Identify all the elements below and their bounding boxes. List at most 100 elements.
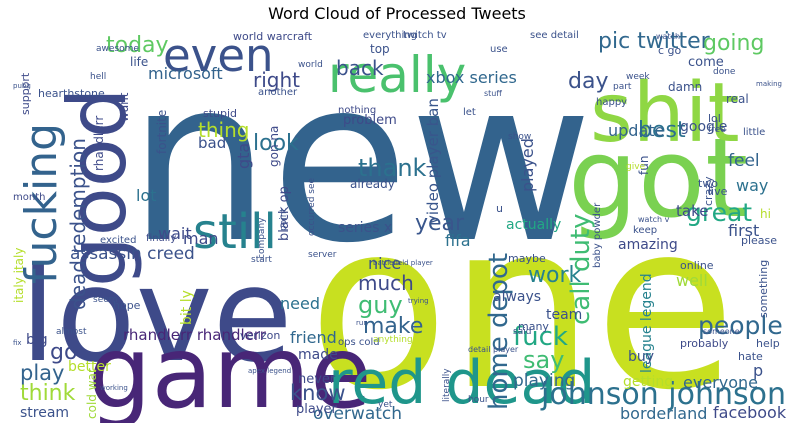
word-amazing: amazing <box>618 237 678 253</box>
word-excited: excited <box>100 235 137 246</box>
word-microsoft: microsoft <box>148 64 223 83</box>
word-u: u <box>496 202 503 215</box>
word-italy-italy: italy italy <box>12 247 26 303</box>
word-today: today <box>106 33 169 58</box>
word-point: point <box>279 208 289 231</box>
word-pic-twitter: pic twitter <box>598 29 710 54</box>
word-free: free <box>708 125 726 135</box>
word-game: game <box>88 314 372 423</box>
word-still: still <box>193 204 277 260</box>
word-hope: hope <box>113 299 141 312</box>
word-let: let <box>463 107 476 118</box>
word-anything: anything <box>373 335 413 345</box>
word-probably: probably <box>680 337 729 350</box>
word-facebook: facebook <box>713 403 786 422</box>
word-say: say <box>523 346 565 374</box>
word-working: working <box>100 384 128 392</box>
word-playing: playing <box>513 371 576 391</box>
word-fuck: fuck <box>513 322 568 352</box>
word-red-dead: red dead <box>328 348 596 418</box>
word-start: start <box>251 255 272 265</box>
word-top: top <box>370 42 390 56</box>
word-fix: fix <box>13 339 22 347</box>
word-cold-war: cold war <box>85 368 99 419</box>
word-little: little <box>743 127 766 138</box>
word-year: year <box>415 211 465 236</box>
word-awesome: awesome <box>96 44 139 54</box>
word-shit: shit <box>590 66 740 161</box>
word-come: come <box>688 55 724 70</box>
word-live: live <box>708 185 728 198</box>
word-going: going <box>703 31 765 56</box>
word-thank: thank <box>358 154 427 182</box>
word-hi: hi <box>760 207 771 221</box>
word-battlefield-player: battlefield player <box>373 259 433 267</box>
word-fucking: fucking <box>16 122 67 284</box>
word-maybe: maybe <box>508 252 546 265</box>
word-gta: gta <box>234 142 253 169</box>
word-rhandlerr-rhandlerr: rhandlerr rhandlerr <box>123 326 266 344</box>
word-new: new <box>128 31 594 293</box>
word-another: another <box>258 87 298 98</box>
word-help: help <box>756 337 780 350</box>
word-baby-powder: baby powder <box>592 202 603 268</box>
word-wait: wait <box>158 224 192 243</box>
word-fifa: fifa <box>445 231 471 250</box>
word-rhandlerr: rhandlerr <box>92 115 106 171</box>
word-hell: hell <box>90 72 107 82</box>
word-big: big <box>26 332 48 348</box>
word-finally: finally <box>146 233 177 244</box>
word-bad: bad <box>198 134 227 152</box>
word-google: google <box>680 119 728 135</box>
word-p: p <box>753 361 764 380</box>
word-nothing: nothing <box>338 105 377 116</box>
chart-title: Word Cloud of Processed Tweets <box>268 4 526 23</box>
word-someone: someone <box>703 327 740 336</box>
word-make: make <box>363 314 424 339</box>
word-world-warcraft: world warcraft <box>233 30 313 43</box>
word-lot: lot <box>136 186 157 205</box>
word-made: made <box>298 347 338 363</box>
word-even: even <box>163 29 274 82</box>
word-fortnite: fortnite <box>155 109 169 154</box>
word-feel: feel <box>728 151 760 171</box>
word-know: know <box>290 381 346 405</box>
word-work: work <box>528 263 582 288</box>
word-actually: actually <box>506 217 562 233</box>
word-part: part <box>613 82 632 92</box>
word-want: want <box>117 92 131 122</box>
word-company: company <box>257 217 267 259</box>
word-something: something <box>757 259 770 318</box>
word-use: use <box>490 44 508 55</box>
word-go: go <box>50 340 78 365</box>
word-server: server <box>308 250 337 260</box>
word-hour: hour <box>468 395 489 405</box>
word-borderland: borderland <box>620 404 708 423</box>
word-apex-legend: apex legend <box>248 367 292 375</box>
word-damn: damn <box>668 80 703 94</box>
word-assassin-creed: assassin creed <box>70 244 195 264</box>
word-well: well <box>676 271 708 290</box>
word-video-player-ban: video player ban <box>424 98 442 224</box>
word-think: think <box>20 381 76 406</box>
word-johnson-johnson: johnson johnson <box>541 377 786 412</box>
word-best: best <box>638 118 686 143</box>
word-thing: thing <box>198 118 250 142</box>
word-month: month <box>13 192 46 203</box>
word-series-x: series x <box>338 220 393 236</box>
word-man: man <box>183 229 219 248</box>
word-please: please <box>741 234 778 247</box>
word-support: support <box>19 72 32 115</box>
word-take: take <box>676 202 709 220</box>
word-see-detail: see detail <box>530 30 579 41</box>
word-getting: getting <box>623 374 674 390</box>
word-played: played <box>518 138 537 192</box>
word-real: real <box>726 92 749 106</box>
word-detail-player: detail player <box>468 345 519 354</box>
word-verizon: verizon <box>240 329 281 342</box>
word-give: give <box>626 162 646 172</box>
word-back: back <box>336 56 384 80</box>
word-play: play <box>20 361 65 385</box>
word-better: better <box>68 359 111 375</box>
word-xbox-series: xbox series <box>426 68 517 87</box>
